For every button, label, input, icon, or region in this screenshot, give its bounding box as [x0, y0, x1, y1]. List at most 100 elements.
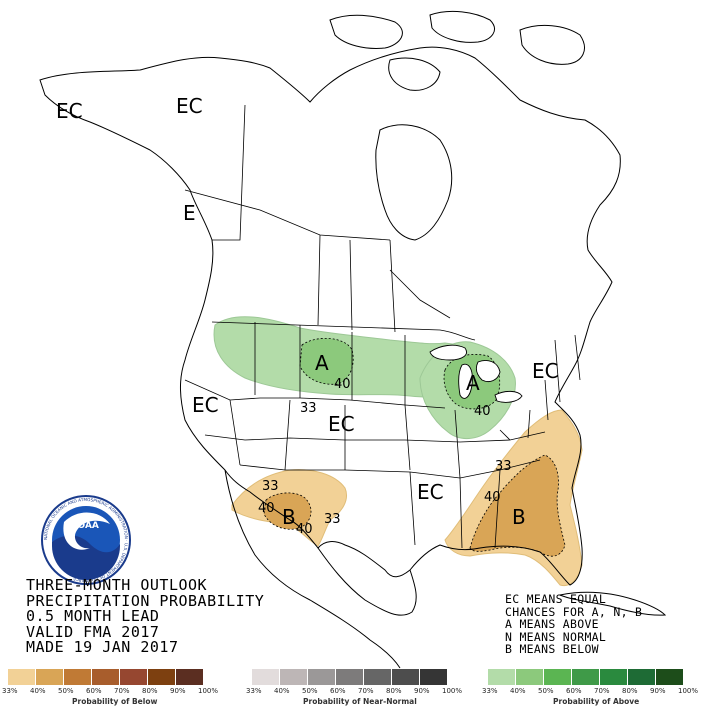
below-scale-tick-label: 50% [58, 687, 74, 695]
above-scale-tick-label: 90% [650, 687, 666, 695]
below-40-southwest-core [263, 492, 312, 530]
above-scale-tick-label: 40% [510, 687, 526, 695]
below-scale-label: Probability of Below [72, 697, 158, 706]
normal-scale-swatch [280, 669, 307, 685]
ec-label-west: EC [192, 393, 219, 417]
above-scale-tick-label: 100% [678, 687, 699, 695]
mexico-coastline [224, 469, 417, 669]
above-scale-swatch [628, 669, 655, 685]
below-40-southeast-core [469, 454, 566, 557]
below-scale-swatch [120, 669, 147, 685]
normal-scale-tick-label: 70% [358, 687, 374, 695]
contour-label-33-plains: 33 [300, 401, 317, 416]
above-scale-swatch [488, 669, 515, 685]
title-line-1: THREE-MONTH OUTLOOK [26, 576, 208, 594]
normal-scale-swatch [392, 669, 419, 685]
below-label-southwest: B [282, 505, 296, 529]
outlook-title-block: THREE-MONTH OUTLOOK PRECIPITATION PROBAB… [26, 576, 265, 656]
below-scale-tick-label: 100% [198, 687, 219, 695]
normal-scale-tick-label: 33% [246, 687, 262, 695]
above-color-scale [488, 669, 684, 686]
hudson-bay [375, 124, 453, 241]
ec-label-british-columbia: E [183, 201, 196, 225]
great-lakes [429, 344, 523, 403]
noaa-logo: NOAA NATIONAL OCEANIC AND ATMOSPHERIC AD… [41, 495, 131, 585]
below-scale-tick-label: 70% [114, 687, 130, 695]
below-scale-swatch [92, 669, 119, 685]
below-scale-tick-label: 33% [2, 687, 18, 695]
above-label-great-lakes: A [466, 371, 480, 395]
normal-scale-tick-label: 80% [386, 687, 402, 695]
normal-scale-swatch [252, 669, 279, 685]
contour-label-33-southwest-top: 33 [262, 479, 279, 494]
legend-note-line-3: A MEANS ABOVE [505, 617, 599, 631]
above-scale-tick-label: 80% [622, 687, 638, 695]
legend-note-line-2: CHANCES FOR A, N, B [505, 604, 643, 619]
below-scale-tick-label: 60% [86, 687, 102, 695]
title-line-3: 0.5 MONTH LEAD [26, 607, 160, 625]
ec-label-alaska-east: EC [176, 94, 203, 118]
noaa-logo-text: NOAA [70, 521, 99, 531]
contour-label-40-plains: 40 [334, 377, 351, 392]
ec-label-northeast: EC [532, 359, 559, 383]
below-scale-swatch [64, 669, 91, 685]
below-scale-swatch [148, 669, 175, 685]
legend-explanation: EC MEANS EQUAL CHANCES FOR A, N, B A MEA… [505, 593, 642, 656]
legend-note-line-4: N MEANS NORMAL [505, 629, 607, 644]
normal-scale-tick-label: 60% [330, 687, 346, 695]
title-line-4: VALID FMA 2017 [26, 622, 160, 641]
normal-scale-tick-label: 100% [442, 687, 463, 695]
above-scale-swatch [600, 669, 627, 685]
below-scale-tick-label: 90% [170, 687, 186, 695]
below-scale-ticks: 33% 40% 50% 60% 70% 80% 90% 100% [2, 687, 238, 697]
near-normal-scale-label: Probability of Near-Normal [303, 697, 417, 706]
legend-note-line-1: EC MEANS EQUAL [505, 592, 607, 606]
below-scale-swatch [36, 669, 63, 685]
normal-scale-swatch [308, 669, 335, 685]
above-scale-tick-label: 70% [594, 687, 610, 695]
contour-label-40-southwest-left: 40 [258, 501, 275, 516]
above-scale-ticks: 33% 40% 50% 60% 70% 80% 90% 100% [482, 687, 718, 697]
ec-label-southeast: EC [417, 480, 444, 504]
above-scale-swatch [572, 669, 599, 685]
contour-label-40-southeast: 40 [484, 490, 501, 505]
normal-scale-swatch [336, 669, 363, 685]
normal-scale-tick-label: 50% [302, 687, 318, 695]
political-borders [184, 104, 581, 549]
title-line-2: PRECIPITATION PROBABILITY [26, 591, 265, 610]
above-label-plains: A [315, 351, 329, 375]
arctic-islands [329, 10, 585, 91]
cuba [558, 591, 667, 616]
contour-label-33-southwest-right: 33 [324, 512, 341, 527]
contour-label-40-southwest-bottom: 40 [296, 522, 313, 537]
above-scale-label: Probability of Above [553, 697, 640, 706]
above-scale-tick-label: 60% [566, 687, 582, 695]
above-scale-tick-label: 33% [482, 687, 498, 695]
below-scale-tick-label: 80% [142, 687, 158, 695]
below-color-scale [8, 669, 204, 686]
below-scale-swatch [176, 669, 203, 685]
near-normal-color-scale [252, 669, 448, 686]
normal-scale-tick-label: 90% [414, 687, 430, 695]
ec-label-alaska-west: EC [56, 99, 83, 123]
normal-scale-swatch [364, 669, 391, 685]
below-scale-tick-label: 40% [30, 687, 46, 695]
above-40-plains-core [299, 338, 354, 385]
below-label-southeast: B [512, 505, 526, 529]
legend-note-line-5: B MEANS BELOW [505, 642, 599, 656]
contour-label-40-lakes: 40 [474, 404, 491, 419]
below-scale-swatch [8, 669, 35, 685]
above-scale-swatch [544, 669, 571, 685]
normal-scale-tick-label: 40% [274, 687, 290, 695]
north-america-coastline [39, 46, 621, 586]
normal-scale-swatch [420, 669, 447, 685]
title-line-5: MADE 19 JAN 2017 [26, 638, 179, 656]
above-scale-swatch [516, 669, 543, 685]
contour-label-33-southeast: 33 [495, 459, 512, 474]
ec-label-central: EC [328, 412, 355, 436]
above-scale-swatch [656, 669, 683, 685]
near-normal-scale-ticks: 33% 40% 50% 60% 70% 80% 90% 100% [246, 687, 482, 697]
above-scale-tick-label: 50% [538, 687, 554, 695]
